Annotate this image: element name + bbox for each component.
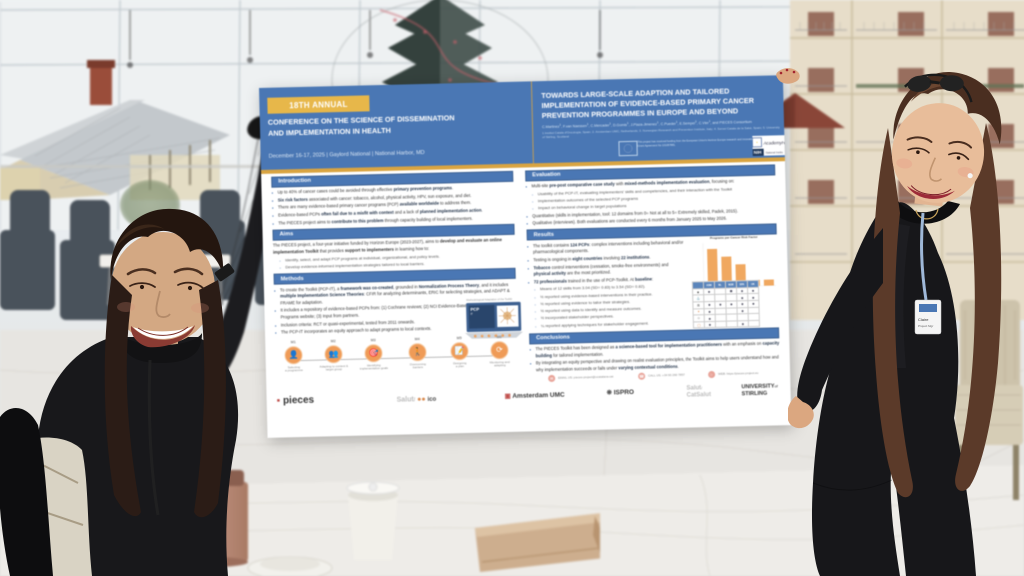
svg-text:PCP: PCP — [470, 306, 479, 311]
svg-text:Claire: Claire — [918, 317, 929, 322]
svg-text:NIH: NIH — [754, 150, 762, 155]
svg-text:National Institutes of Health: National Institutes of Health — [766, 150, 783, 155]
svg-text:Project Mgr: Project Mgr — [918, 324, 933, 328]
svg-text:AcademyHealth: AcademyHealth — [762, 140, 784, 146]
